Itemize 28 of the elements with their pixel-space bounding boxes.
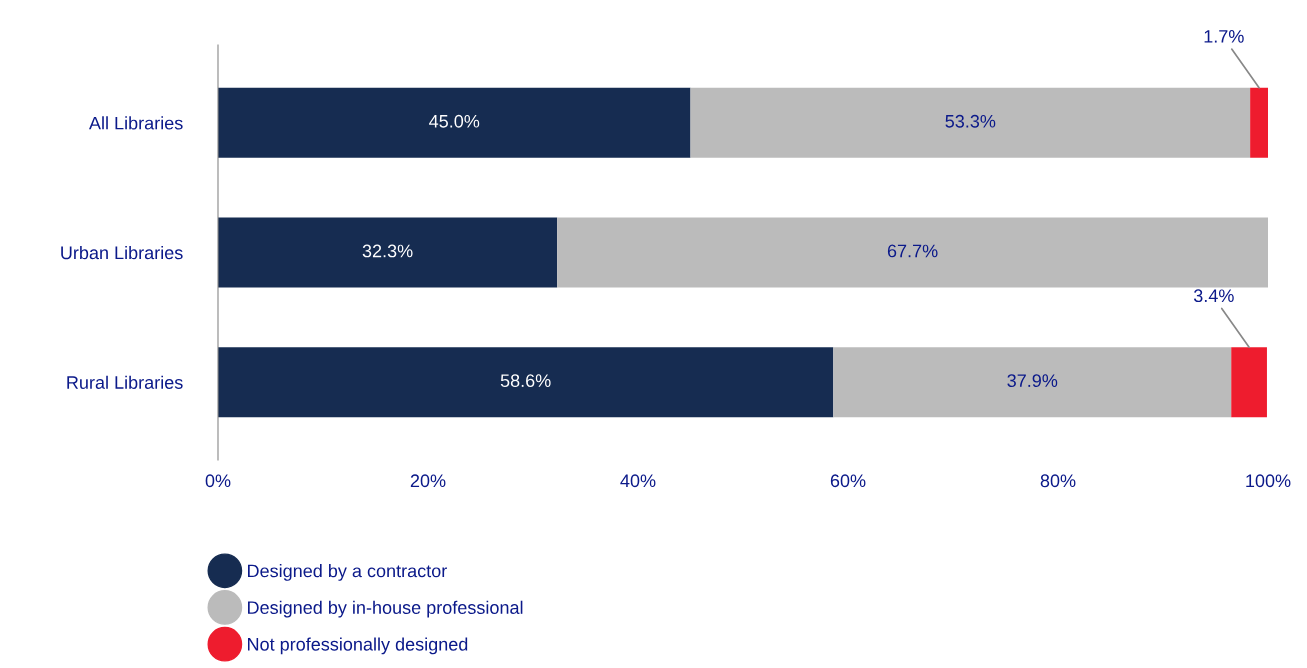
bar: [833, 347, 1232, 418]
y-tick-label: Rural Libraries: [67, 375, 183, 389]
data-label: 45.0%: [429, 114, 480, 128]
data-label: 1.7%: [1204, 30, 1244, 43]
data-label: 58.6%: [500, 374, 551, 388]
bar: [218, 87, 691, 158]
x-tick-label: 0%: [205, 474, 231, 488]
x-tick-label: 60%: [830, 474, 866, 488]
legend-label: Designed by a contractor: [248, 564, 447, 581]
x-tick-label: 100%: [1246, 474, 1291, 488]
legend-label: Not professionally designed: [248, 637, 468, 655]
bar: [218, 347, 834, 418]
data-label: 37.9%: [1007, 374, 1058, 388]
bar: [1250, 87, 1268, 158]
data-label: 32.3%: [362, 244, 413, 258]
bar: [218, 217, 558, 288]
bar: [1231, 347, 1267, 418]
data-label: 67.7%: [887, 244, 938, 258]
legend-label: Designed by in-house professional: [248, 600, 523, 618]
x-tick-label: 20%: [410, 474, 446, 488]
y-tick-label: Urban Libraries: [61, 245, 183, 260]
data-label: 53.3%: [945, 114, 996, 128]
data-label: 3.4%: [1193, 289, 1234, 303]
x-tick-label: 40%: [620, 474, 656, 488]
x-tick-label: 80%: [1040, 474, 1076, 488]
bar: [557, 217, 1268, 288]
bar: [690, 87, 1251, 158]
y-tick-label: All Libraries: [88, 116, 183, 130]
